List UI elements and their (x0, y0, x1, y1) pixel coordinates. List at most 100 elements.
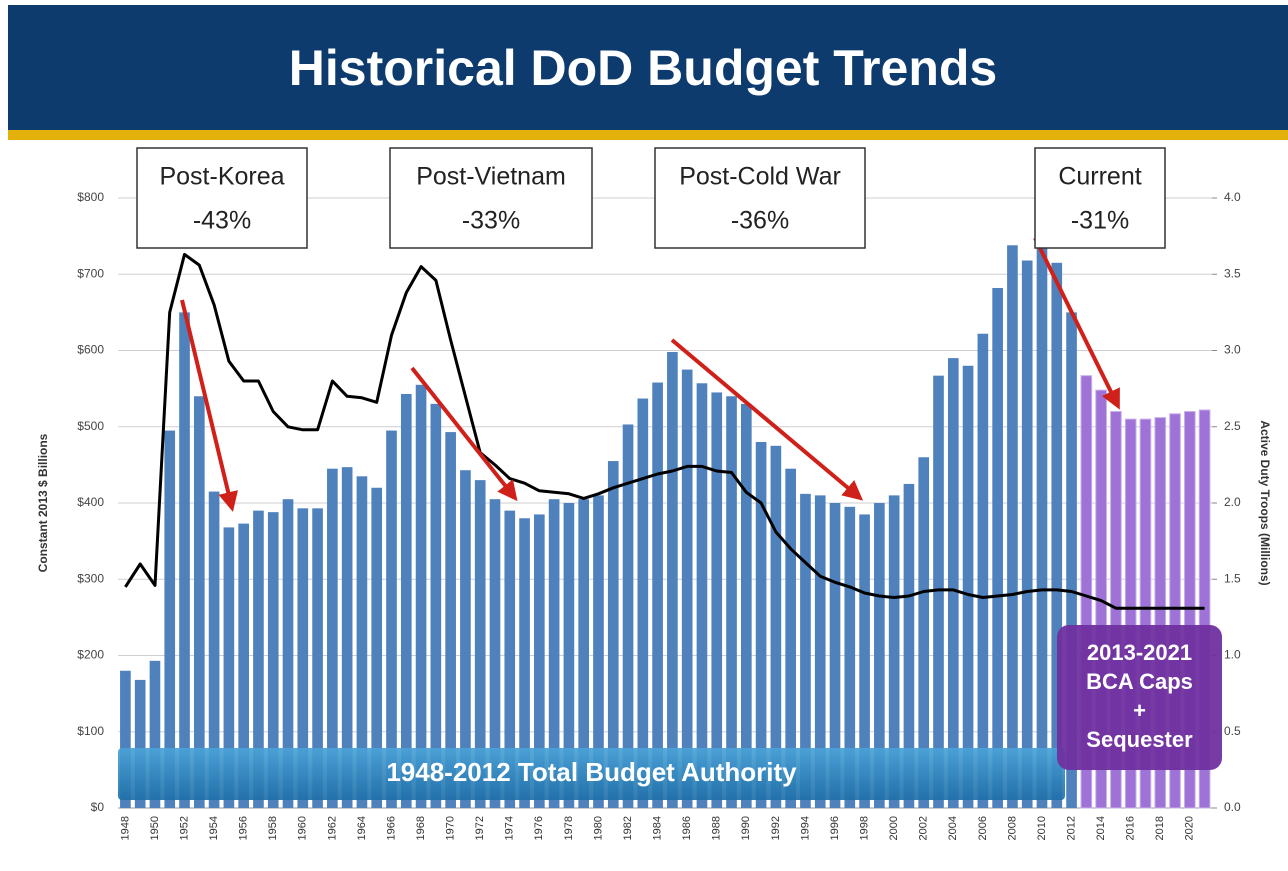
x-tick-label: 1998 (858, 816, 870, 840)
x-tick-label: 2006 (977, 816, 989, 840)
bar (726, 396, 737, 808)
bar (504, 510, 516, 808)
bar (755, 442, 767, 808)
bar (800, 493, 811, 808)
x-tick-label: 2010 (1036, 816, 1048, 840)
bar (445, 432, 456, 808)
chart-title: Historical DoD Budget Trends (289, 40, 997, 96)
bar (888, 495, 900, 808)
y2-tick-label: 0.5 (1224, 724, 1241, 738)
y-tick-label: $0 (91, 800, 105, 814)
bar (474, 480, 486, 808)
y2-tick-label: 3.5 (1224, 266, 1241, 280)
bar (785, 468, 796, 808)
x-tick-label: 2004 (947, 816, 959, 840)
bar (327, 468, 338, 808)
x-tick-label: 1960 (297, 816, 309, 840)
x-tick-label: 2018 (1154, 816, 1166, 840)
y-tick-label: $100 (77, 724, 104, 738)
x-tick-label: 1956 (238, 816, 250, 840)
bar (193, 396, 205, 808)
bar (681, 369, 693, 808)
x-tick-label: 1980 (592, 816, 604, 840)
x-tick-label: 1988 (711, 816, 723, 840)
bar (208, 491, 220, 808)
bar (548, 499, 560, 808)
bar (179, 312, 190, 808)
x-tick-label: 2020 (1184, 816, 1196, 840)
x-tick-label: 1994 (799, 816, 811, 840)
annotation-text: -43% (193, 207, 251, 235)
x-tick-label: 1954 (208, 816, 220, 840)
trend-arrow (180, 299, 238, 512)
bar (120, 670, 131, 808)
banner-text: 1948-2012 Total Budget Authority (386, 757, 797, 787)
y-tick-label: $300 (77, 571, 104, 585)
annotation-text: -36% (731, 207, 789, 235)
bar (578, 499, 590, 808)
annotation-box (654, 147, 866, 249)
annotation-text: Post-Cold War (679, 163, 841, 191)
bar (282, 499, 294, 808)
y2-tick-label: 2.5 (1224, 419, 1241, 433)
x-tick-label: 1948 (119, 816, 131, 840)
x-tick-label: 1950 (149, 816, 161, 840)
x-tick-label: 1962 (326, 816, 338, 840)
bar (563, 503, 575, 808)
bar (1021, 260, 1033, 808)
y2-tick-label: 3.0 (1224, 343, 1241, 357)
x-tick-label: 1978 (563, 816, 575, 840)
bar (622, 424, 634, 808)
header-stripe (8, 130, 1288, 140)
bar (1139, 418, 1152, 809)
bar (519, 518, 530, 808)
bar (238, 523, 249, 808)
bar (593, 495, 604, 808)
bar (711, 392, 723, 808)
trend-arrow (1033, 237, 1120, 410)
x-tick-label: 1986 (681, 816, 693, 840)
y-tick-label: $500 (77, 419, 104, 433)
x-tick-label: 2008 (1006, 816, 1018, 840)
annotation-text: -31% (1071, 207, 1129, 235)
bar (371, 487, 383, 808)
bar (134, 679, 146, 808)
y2-tick-label: 0.0 (1224, 800, 1241, 814)
annotation-text: Current (1058, 163, 1141, 191)
bar (1154, 417, 1167, 809)
bar (430, 403, 442, 808)
header-band (8, 5, 1288, 130)
troops-line (124, 252, 1205, 610)
x-tick-label: 2012 (1065, 816, 1077, 840)
annotation-box (389, 147, 593, 249)
x-tick-label: 1966 (385, 816, 397, 840)
banner-text: 2013-2021 (1087, 640, 1192, 665)
bar (489, 499, 501, 808)
bar (400, 393, 412, 808)
bar (814, 495, 826, 808)
bar (844, 506, 856, 808)
x-tick-label: 1996 (829, 816, 841, 840)
y-tick-label: $200 (77, 648, 104, 662)
bar (1110, 411, 1122, 809)
y-tick-label: $400 (77, 495, 104, 509)
bar (1169, 413, 1181, 809)
y-axis-label: Constant 2013 $ Billions (36, 433, 50, 572)
x-tick-label: 1952 (178, 816, 190, 840)
annotation-box (136, 147, 308, 249)
bar (1124, 418, 1137, 809)
annotation-text: Post-Korea (159, 163, 284, 191)
x-tick-label: 1990 (740, 816, 752, 840)
bar (297, 508, 309, 808)
banner-text: Sequester (1086, 727, 1193, 752)
y2-tick-label: 2.0 (1224, 495, 1241, 509)
banner-text: BCA Caps (1086, 669, 1193, 694)
x-tick-label: 2014 (1095, 816, 1107, 840)
bar (415, 384, 427, 808)
annotation-text: Post-Vietnam (416, 163, 566, 191)
bar (534, 514, 545, 808)
x-tick-label: 1976 (533, 816, 545, 840)
x-tick-label: 1970 (445, 816, 457, 840)
